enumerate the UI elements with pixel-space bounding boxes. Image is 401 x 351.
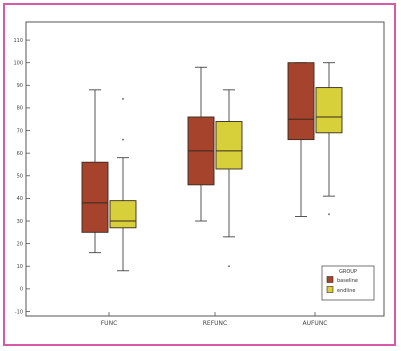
y-tick-label: 10 bbox=[17, 264, 23, 270]
iqr-box bbox=[315, 87, 343, 134]
y-tick-label: 40 bbox=[17, 196, 23, 202]
legend-label: baseline bbox=[337, 278, 358, 284]
legend-title: GROUP bbox=[339, 269, 357, 275]
outlier-point bbox=[328, 213, 330, 216]
y-tick-label: 100 bbox=[13, 61, 23, 67]
y-tick-label: 70 bbox=[17, 128, 23, 134]
outlier-point bbox=[122, 138, 124, 141]
legend: GROUP baseline endline bbox=[321, 265, 375, 301]
x-category-label: AUFUNC bbox=[302, 320, 327, 327]
iqr-box bbox=[215, 121, 243, 170]
outlier-point bbox=[122, 97, 124, 100]
outlier-point bbox=[228, 265, 230, 268]
box-baseline-aufunc bbox=[287, 62, 315, 217]
x-category-label: FUNC bbox=[101, 320, 118, 327]
box-endline-aufunc bbox=[315, 62, 343, 216]
box-series bbox=[81, 62, 343, 272]
y-tick-label: 50 bbox=[17, 174, 23, 180]
x-axis: FUNC REFUNC AUFUNC bbox=[101, 312, 328, 327]
y-tick-label: 90 bbox=[17, 83, 23, 89]
box-baseline-func bbox=[81, 89, 109, 254]
y-tick-label: 30 bbox=[17, 219, 23, 225]
box-baseline-refunc bbox=[187, 66, 215, 222]
x-category-label: REFUNC bbox=[203, 320, 227, 327]
y-tick-label: 0 bbox=[20, 287, 23, 293]
legend-swatch bbox=[326, 286, 334, 293]
y-tick-label: -10 bbox=[15, 309, 23, 315]
y-tick-label: 110 bbox=[13, 38, 23, 44]
y-tick-label: 60 bbox=[17, 151, 23, 157]
y-tick-label: 80 bbox=[17, 106, 23, 112]
y-tick-label: 20 bbox=[17, 241, 23, 247]
box-endline-refunc bbox=[215, 89, 243, 268]
legend-box bbox=[321, 265, 375, 301]
box-endline-func bbox=[109, 97, 137, 272]
iqr-box bbox=[109, 200, 137, 229]
legend-swatch bbox=[326, 276, 334, 283]
iqr-box bbox=[81, 161, 109, 233]
iqr-box bbox=[287, 62, 315, 141]
legend-label: endline bbox=[337, 288, 355, 294]
y-axis: -10 0 10 20 30 40 50 60 70 80 90 100 110 bbox=[13, 38, 30, 315]
